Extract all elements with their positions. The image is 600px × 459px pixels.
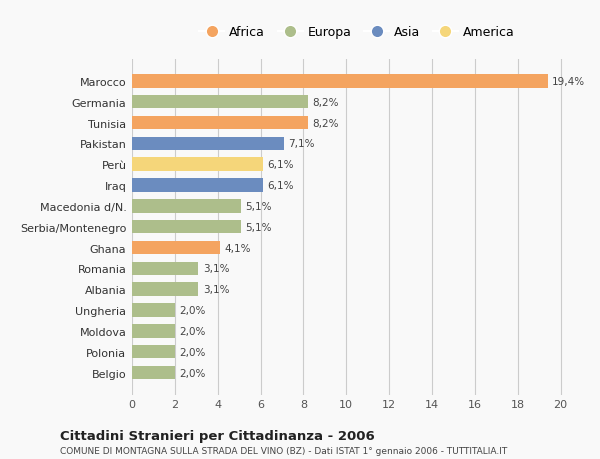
Bar [132, 303, 175, 317]
Bar [132, 345, 175, 359]
Text: 2,0%: 2,0% [179, 347, 206, 357]
Text: 6,1%: 6,1% [267, 160, 293, 170]
Bar [132, 179, 263, 192]
Bar [132, 117, 308, 130]
Text: 19,4%: 19,4% [552, 77, 585, 87]
Text: 2,0%: 2,0% [179, 368, 206, 378]
Bar [132, 200, 241, 213]
Bar [132, 137, 284, 151]
Text: Cittadini Stranieri per Cittadinanza - 2006: Cittadini Stranieri per Cittadinanza - 2… [60, 429, 375, 442]
Bar [132, 158, 263, 172]
Bar [132, 366, 175, 380]
Text: COMUNE DI MONTAGNA SULLA STRADA DEL VINO (BZ) - Dati ISTAT 1° gennaio 2006 - TUT: COMUNE DI MONTAGNA SULLA STRADA DEL VINO… [60, 446, 507, 455]
Bar [132, 95, 308, 109]
Text: 5,1%: 5,1% [245, 202, 272, 212]
Bar [132, 325, 175, 338]
Bar [132, 75, 548, 89]
Text: 3,1%: 3,1% [203, 285, 229, 295]
Text: 3,1%: 3,1% [203, 264, 229, 274]
Legend: Africa, Europa, Asia, America: Africa, Europa, Asia, America [196, 22, 518, 43]
Bar [132, 220, 241, 234]
Text: 2,0%: 2,0% [179, 305, 206, 315]
Text: 2,0%: 2,0% [179, 326, 206, 336]
Text: 6,1%: 6,1% [267, 181, 293, 190]
Text: 4,1%: 4,1% [224, 243, 251, 253]
Text: 7,1%: 7,1% [289, 139, 315, 149]
Bar [132, 241, 220, 255]
Text: 5,1%: 5,1% [245, 222, 272, 232]
Bar [132, 262, 199, 275]
Text: 8,2%: 8,2% [312, 118, 338, 128]
Bar [132, 283, 199, 297]
Text: 8,2%: 8,2% [312, 97, 338, 107]
